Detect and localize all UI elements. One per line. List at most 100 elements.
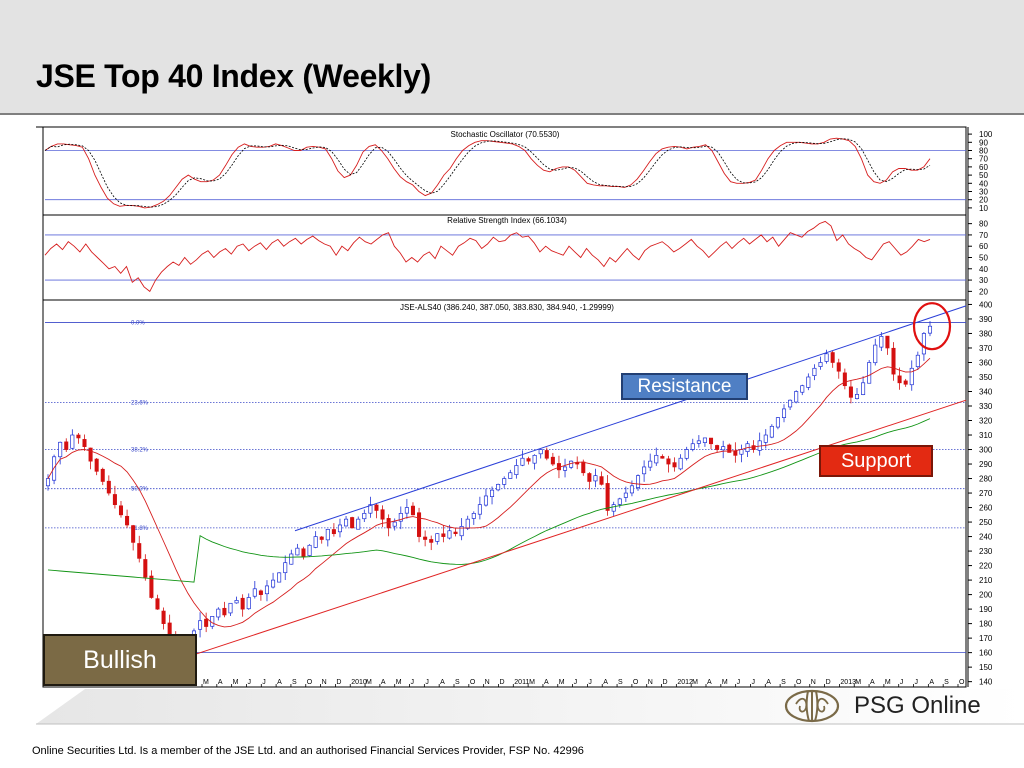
stochastic-title: Stochastic Oscillator (70.5530): [451, 130, 560, 139]
candle-body: [690, 443, 695, 450]
price-tick-label: 140: [979, 678, 993, 687]
candle-body: [611, 504, 616, 512]
x-tick-label: A: [870, 679, 875, 686]
stochastic-tick-label: 70: [979, 155, 988, 164]
candle-body: [271, 579, 276, 588]
price-tick-label: 350: [979, 373, 993, 382]
x-tick-label: S: [618, 679, 623, 686]
candle-body: [404, 507, 409, 514]
x-tick-label: M: [692, 679, 698, 686]
x-tick-label: 2013: [840, 679, 856, 686]
x-tick-label: M: [233, 679, 239, 686]
x-tick-label: 2010: [351, 679, 367, 686]
footer-gradient-band: [36, 689, 1024, 724]
x-tick-label: M: [203, 679, 209, 686]
candle-body: [429, 539, 434, 543]
price-tick-label: 270: [979, 489, 993, 498]
x-tick-label: D: [336, 679, 341, 686]
candle-body: [593, 475, 598, 482]
price-panel: JSE-ALS40 (386.240, 387.050, 383.830, 38…: [45, 300, 993, 687]
candle-body: [854, 394, 860, 399]
candle-body: [459, 526, 464, 537]
x-tick-label: D: [663, 679, 668, 686]
stochastic-panel: Stochastic Oscillator (70.5530) 100908070…: [44, 130, 993, 213]
candle-body: [532, 454, 537, 464]
candle-body: [788, 399, 793, 408]
candle-body: [654, 454, 659, 464]
x-tick-label: A: [218, 679, 223, 686]
rsi-title: Relative Strength Index (66.1034): [447, 216, 567, 225]
stochastic-k-line: [44, 137, 931, 209]
candle-body: [313, 536, 318, 548]
candle-body: [228, 602, 233, 614]
candle-body: [100, 468, 105, 482]
candle-body: [264, 585, 269, 595]
header-divider: [0, 113, 1024, 115]
x-tick-label: A: [707, 679, 712, 686]
candle-body: [605, 483, 610, 511]
price-tick-label: 320: [979, 417, 993, 426]
candle-body: [417, 512, 422, 537]
candle-body: [909, 367, 914, 386]
price-tick-label: 290: [979, 460, 993, 469]
candle-body: [921, 333, 926, 355]
price-tick-label: 370: [979, 344, 993, 353]
resistance-callout: Resistance: [621, 373, 748, 400]
candle-body: [45, 478, 51, 487]
support-callout: Support: [819, 445, 933, 477]
candle-body: [879, 336, 884, 348]
candle-body: [684, 449, 689, 459]
chart-panels: [36, 126, 969, 688]
candle-body: [386, 518, 391, 529]
rsi-tick-label: 60: [979, 242, 988, 251]
price-tick-label: 280: [979, 475, 993, 484]
price-tick-label: 360: [979, 358, 993, 367]
candle-body: [648, 460, 653, 468]
x-tick-label: A: [440, 679, 445, 686]
candle-body: [477, 504, 482, 515]
candle-body: [301, 548, 306, 558]
stochastic-tick-label: 80: [979, 147, 988, 156]
candle-body: [538, 449, 543, 455]
candle-body: [861, 382, 866, 395]
price-tick-label: 260: [979, 504, 993, 513]
candle-body: [903, 380, 908, 385]
x-tick-label: M: [855, 679, 861, 686]
x-tick-label: D: [826, 679, 831, 686]
candle-body: [490, 489, 495, 497]
candle-body: [848, 386, 853, 398]
stochastic-tick-label: 50: [979, 171, 988, 180]
x-tick-label: A: [381, 679, 386, 686]
x-tick-label: J: [425, 679, 429, 686]
candle-body: [362, 513, 367, 520]
x-tick-label: M: [529, 679, 535, 686]
candle-body: [58, 441, 63, 458]
x-tick-label: J: [900, 679, 904, 686]
candle-body: [465, 518, 470, 529]
rsi-tick-label: 80: [979, 220, 988, 229]
price-tick-label: 210: [979, 576, 993, 585]
candle-body: [149, 575, 154, 598]
candle-body: [696, 440, 701, 444]
candle-body: [587, 473, 592, 482]
price-tick-label: 300: [979, 446, 993, 455]
candle-body: [496, 483, 501, 491]
candle-body: [599, 476, 604, 485]
price-tick-label: 230: [979, 547, 993, 556]
stochastic-tick-label: 100: [979, 130, 993, 139]
candle-body: [769, 425, 774, 438]
price-tick-label: 330: [979, 402, 993, 411]
psg-emblem-scroll: [795, 697, 829, 713]
title-bar: [0, 0, 1024, 113]
candle-body: [721, 446, 726, 451]
candle-body: [629, 485, 634, 494]
x-tick-label: O: [470, 679, 476, 686]
candle-body: [927, 325, 933, 334]
stochastic-tick-label: 60: [979, 163, 988, 172]
candle-body: [502, 478, 507, 485]
candle-body: [775, 417, 780, 428]
x-tick-label: O: [307, 679, 313, 686]
candle-body: [88, 447, 93, 462]
stochastic-d-line: [44, 138, 931, 208]
